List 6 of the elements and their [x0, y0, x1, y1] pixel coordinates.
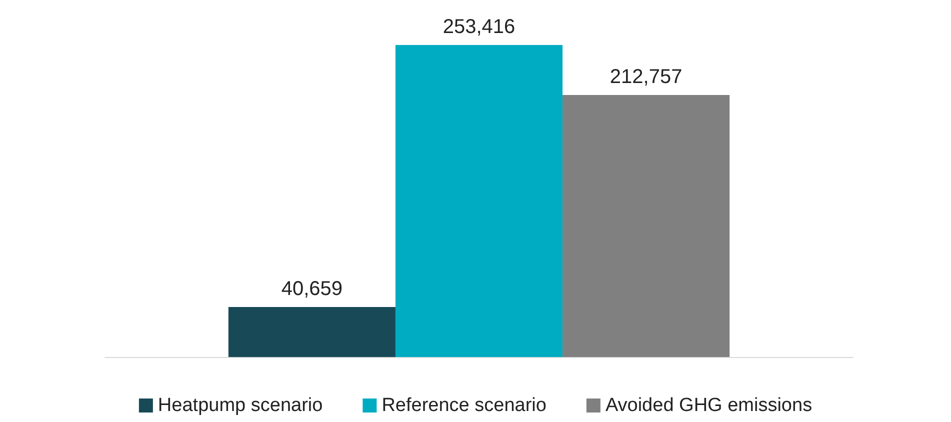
- legend-label: Heatpump scenario: [158, 395, 323, 416]
- legend-label: Reference scenario: [382, 395, 546, 416]
- legend-label: Avoided GHG emissions: [605, 395, 812, 416]
- data-label: 40,659: [281, 278, 343, 300]
- data-label: 212,757: [610, 66, 682, 88]
- data-label: 253,416: [442, 16, 516, 38]
